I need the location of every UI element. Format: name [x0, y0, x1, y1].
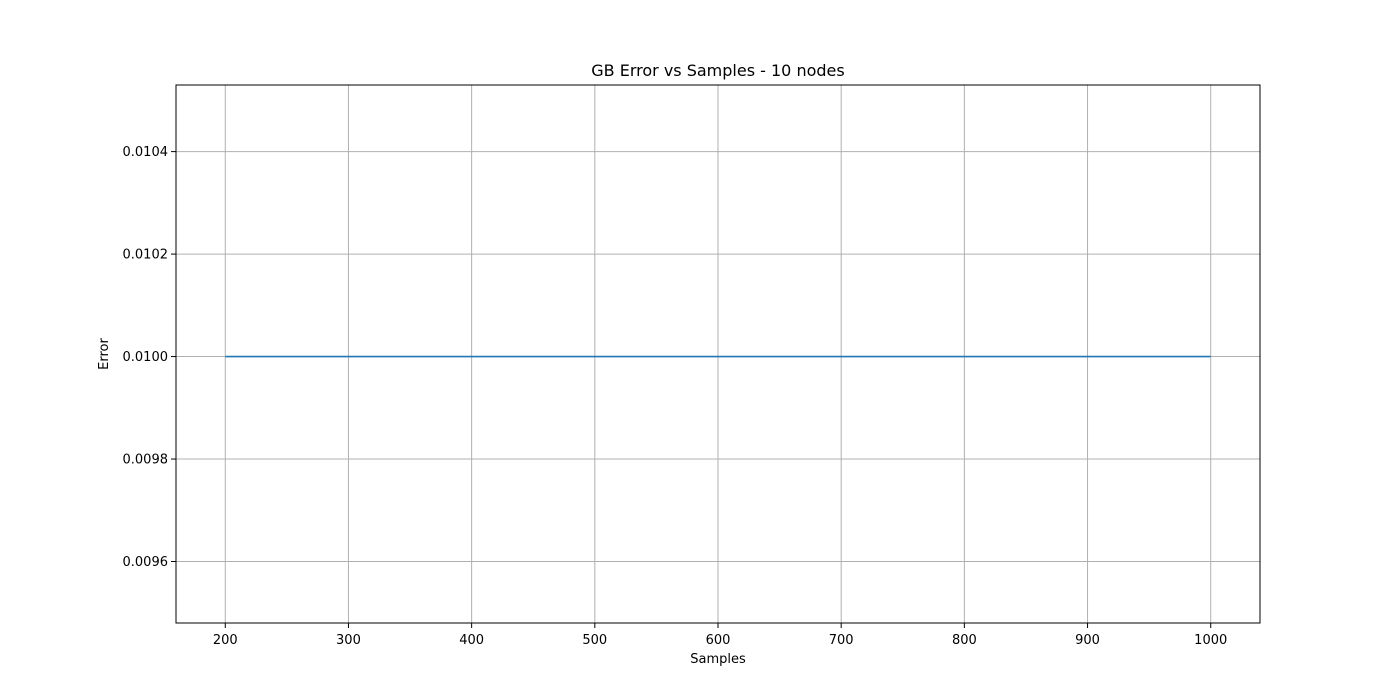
grid-lines — [176, 85, 1260, 623]
y-tick-label: 0.0100 — [123, 350, 169, 365]
x-axis-label: Samples — [690, 652, 746, 667]
y-tick-label: 0.0102 — [123, 248, 169, 263]
x-tick-label: 600 — [706, 633, 731, 648]
x-tick-label: 300 — [336, 633, 361, 648]
x-tick-label: 1000 — [1194, 633, 1227, 648]
x-tick-label: 900 — [1075, 633, 1100, 648]
y-tick-label: 0.0098 — [123, 453, 169, 468]
x-tick-label: 800 — [952, 633, 977, 648]
y-axis-label: Error — [97, 338, 112, 370]
y-axis-ticks: 0.0096 0.0098 0.0100 0.0102 0.0104 — [123, 145, 176, 570]
chart-title: GB Error vs Samples - 10 nodes — [591, 61, 844, 80]
x-tick-label: 200 — [213, 633, 238, 648]
x-tick-label: 500 — [582, 633, 607, 648]
y-tick-label: 0.0096 — [123, 555, 169, 570]
y-tick-label: 0.0104 — [123, 145, 169, 160]
x-axis-ticks: 200 300 400 500 600 700 800 900 1000 — [213, 623, 1227, 648]
x-tick-label: 400 — [459, 633, 484, 648]
x-tick-label: 700 — [829, 633, 854, 648]
